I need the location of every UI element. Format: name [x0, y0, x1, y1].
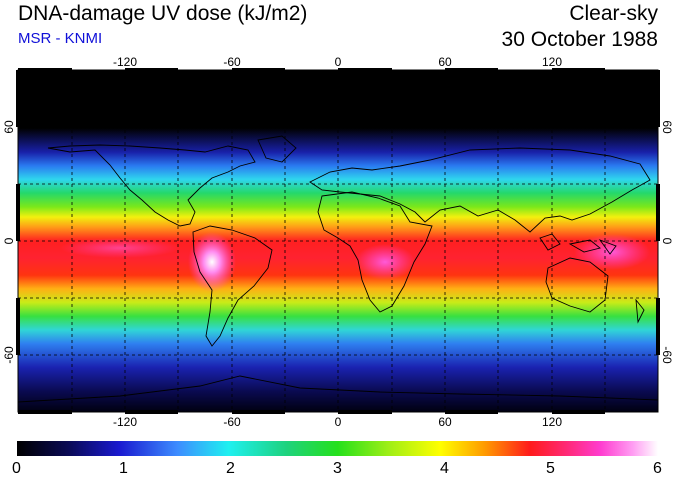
lon-label: -60	[223, 415, 241, 429]
lat-label: -60	[660, 346, 674, 364]
new-zealand-coast	[635, 298, 645, 324]
lat-label: 60	[660, 120, 674, 134]
lon-label: 120	[542, 55, 562, 69]
lat-label: 0	[2, 237, 16, 244]
north-america-coast	[47, 144, 256, 227]
antarctica-coast	[17, 375, 659, 403]
colorbar-label: 2	[226, 460, 235, 477]
source-label: MSR - KNMI	[18, 30, 103, 47]
lat-label: 60	[2, 120, 16, 134]
colorbar-label: 5	[546, 460, 555, 477]
colorbar-label: 4	[440, 460, 449, 477]
lon-label: 0	[335, 415, 342, 429]
sky-condition: Clear-sky	[569, 2, 658, 25]
lat-label: -60	[2, 346, 16, 364]
andes-peak-region	[188, 232, 236, 292]
lon-label: 60	[438, 55, 452, 69]
lon-label: 0	[335, 55, 342, 69]
colorbar-label: 1	[119, 460, 128, 477]
map-frame	[16, 68, 660, 414]
coastlines	[17, 135, 659, 403]
colorbar-label: 6	[653, 460, 662, 477]
eurasia-coast	[309, 147, 651, 233]
australia-coast	[545, 257, 609, 313]
colorbar-label: 0	[12, 460, 21, 477]
colorbar-label: 3	[333, 460, 342, 477]
lon-label: 120	[542, 415, 562, 429]
lon-label: -120	[113, 55, 137, 69]
greenland-coast	[257, 135, 297, 163]
lon-label: -60	[223, 55, 241, 69]
lat-labels-left: 60 0 -60	[2, 120, 16, 364]
lat-label: 0	[660, 238, 674, 245]
central-africa-peak	[355, 244, 415, 280]
lat-labels-right: 60 0 -60	[660, 120, 674, 364]
map-date: 30 October 1988	[501, 28, 658, 51]
lon-labels-top: -120 -60 0 60 120	[113, 55, 562, 69]
pacific-peak	[60, 238, 180, 258]
graticule	[18, 70, 658, 412]
lon-labels-bottom: -120 -60 0 60 120	[113, 415, 562, 429]
lon-label: 60	[438, 415, 452, 429]
colorbar	[17, 441, 658, 456]
south-america-coast	[192, 225, 273, 347]
map-title: DNA-damage UV dose (kJ/m2)	[18, 2, 308, 25]
lon-label: -120	[113, 415, 137, 429]
